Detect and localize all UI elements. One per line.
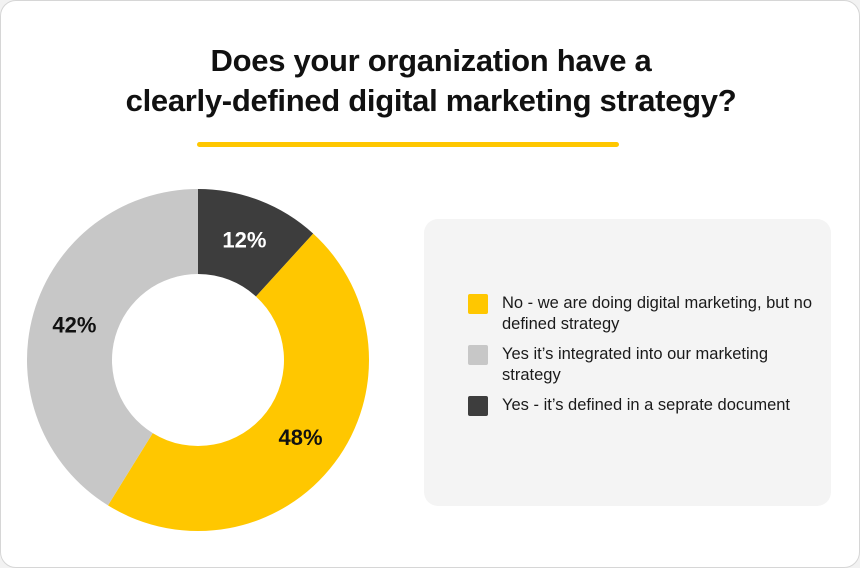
chart-title-line-1: Does your organization have a [210,43,652,78]
donut-slice-label-2: 48% [279,425,323,450]
legend-label-separate-document: Yes - it’s defined in a seprate document [502,396,791,414]
legend-item-integrated: Yes it’s integrated into our marketing s… [468,344,818,386]
legend-swatch-no-strategy [468,294,488,314]
legend-label-no-strategy: No - we are doing digital marketing, but… [502,294,813,333]
chart-title-line-2: clearly-defined digital marketing strate… [125,83,737,118]
donut-slice-1 [198,189,314,297]
donut-slice-label-3: 42% [52,312,96,337]
donut-slice-label-1: 12% [222,228,266,253]
title-underline [197,142,619,147]
legend-item-separate-document: Yes - it’s defined in a seprate document [468,395,818,416]
donut-chart-svg: 12% 48% 42% [27,189,370,532]
chart-title: Does your organization have a clearly-de… [1,41,860,121]
legend-label-integrated: Yes it’s integrated into our marketing s… [502,345,768,384]
legend-swatch-separate-document [468,396,488,416]
legend-item-no-strategy: No - we are doing digital marketing, but… [468,293,818,335]
donut-slice-2 [107,233,370,532]
legend-panel: No - we are doing digital marketing, but… [424,219,831,506]
legend: No - we are doing digital marketing, but… [468,293,818,425]
donut-chart: 12% 48% 42% [27,189,370,532]
legend-swatch-integrated [468,345,488,365]
donut-slice-3 [27,189,198,506]
